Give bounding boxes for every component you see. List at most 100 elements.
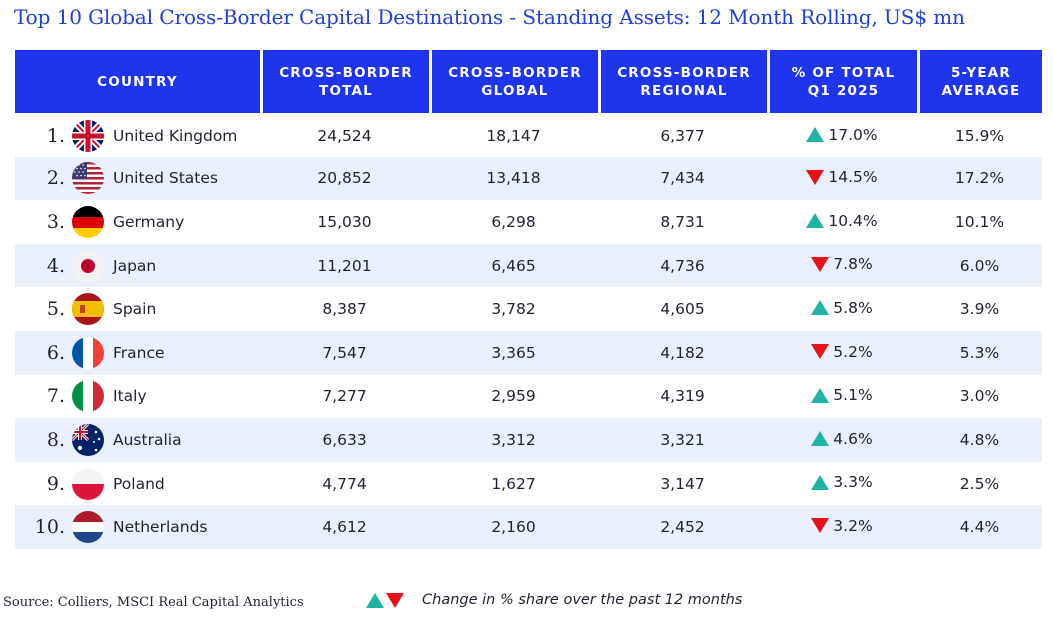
global-cell: 3,312 <box>429 418 598 462</box>
pct-value: 14.5% <box>828 168 878 187</box>
triangle-up-icon <box>811 431 830 447</box>
pct-cell: 4.6% <box>767 418 917 462</box>
country-name: United States <box>113 169 218 188</box>
column-header-label: CROSS-BORDER <box>617 64 751 81</box>
country-cell: 6. France <box>15 330 260 375</box>
column-header-label: % OF TOTAL <box>791 64 896 81</box>
regional-cell: 6,377 <box>598 113 767 157</box>
source-note: Source: Colliers, MSCI Real Capital Anal… <box>3 595 304 610</box>
pct-cell: 10.4% <box>767 200 917 244</box>
global-cell: 6,465 <box>429 243 598 288</box>
country-cell: 5. Spain <box>15 287 260 331</box>
country-cell: 9. Poland <box>15 462 260 506</box>
pct-cell: 5.8% <box>767 287 917 331</box>
total-cell: 7,547 <box>260 330 429 375</box>
triangle-up-icon <box>366 592 384 608</box>
triangle-up-icon <box>806 127 825 143</box>
column-header-label: 5-YEAR <box>950 64 1012 81</box>
column-header-label: TOTAL <box>319 82 373 99</box>
poland-flag-icon <box>72 467 104 500</box>
avg-cell: 17.2% <box>917 156 1042 201</box>
global-cell: 1,627 <box>491 474 536 493</box>
regional-cell: 4,736 <box>598 243 767 288</box>
total-cell: 4,612 <box>260 505 429 549</box>
avg-cell: 15.9% <box>917 113 1042 157</box>
column-header-label: AVERAGE <box>941 82 1021 99</box>
column-header-label: Q1 2025 <box>807 82 880 99</box>
pct-value: 4.6% <box>833 429 873 448</box>
country-name: Germany <box>113 212 185 231</box>
triangle-down-icon <box>386 592 404 608</box>
rank-label: 5. <box>46 298 65 321</box>
regional-cell: 4,182 <box>598 330 767 375</box>
column-header-regional: CROSS-BORDER REGIONAL <box>598 50 767 113</box>
italy-flag-icon <box>72 380 104 413</box>
total-cell: 20,852 <box>260 156 429 201</box>
pct-cell: 3.3% <box>767 462 917 506</box>
pct-value: 17.0% <box>828 125 878 144</box>
triangle-down-icon <box>811 518 830 534</box>
table-header-row: COUNTRY CROSS-BORDER TOTAL CROSS-BORDER … <box>15 50 1042 113</box>
country-cell: 8. Australia <box>15 418 260 462</box>
country-name: France <box>113 343 165 362</box>
spain-flag-icon <box>72 293 104 326</box>
regional-cell: 4,319 <box>660 387 705 406</box>
rank-label: 6. <box>46 341 65 364</box>
pct-value: 5.8% <box>833 298 873 317</box>
rank-label: 8. <box>46 428 65 451</box>
pct-value: 10.4% <box>828 211 878 230</box>
triangle-up-icon <box>806 213 825 229</box>
regional-cell: 3,321 <box>598 418 767 462</box>
avg-cell: 4.8% <box>917 418 1042 462</box>
total-cell: 6,633 <box>260 418 429 462</box>
avg-cell: 2.5% <box>959 474 1000 493</box>
country-cell: 4. Japan <box>15 243 260 288</box>
pct-value: 3.3% <box>833 473 873 492</box>
table-row: 9. Poland 4,774 1,627 3,147 3.3% 2.5% <box>15 462 1042 506</box>
pct-cell: 7.8% <box>767 243 917 288</box>
australia-flag-icon <box>72 423 104 456</box>
avg-cell: 10.1% <box>954 212 1005 231</box>
regional-cell: 7,434 <box>598 156 767 201</box>
country-cell: 7. Italy <box>15 375 260 419</box>
uk-flag-icon <box>72 119 104 152</box>
country-cell: 2. United States <box>15 156 260 201</box>
trend-legend: Change in % share over the past 12 month… <box>366 592 742 608</box>
table-row: 3. Germany 15,030 6,298 8,731 10.4% 10.1% <box>15 200 1042 244</box>
table-row: 5. Spain 8,387 3,782 4,605 5.8% 3.9% <box>15 287 1042 331</box>
column-header-label: COUNTRY <box>97 73 178 90</box>
column-header-label: GLOBAL <box>481 82 549 99</box>
pct-cell: 17.0% <box>767 113 917 157</box>
regional-cell: 3,147 <box>660 474 705 493</box>
germany-flag-icon <box>72 205 104 238</box>
column-header-pct: % OF TOTAL Q1 2025 <box>767 50 917 113</box>
column-header-avg: 5-YEAR AVERAGE <box>917 50 1042 113</box>
total-cell: 11,201 <box>260 243 429 288</box>
regional-cell: 4,605 <box>660 300 705 319</box>
total-cell: 7,277 <box>322 387 367 406</box>
rank-label: 9. <box>46 472 65 495</box>
legend-label: Change in % share over the past 12 month… <box>422 592 743 608</box>
column-header-global: CROSS-BORDER GLOBAL <box>429 50 598 113</box>
pct-cell: 3.2% <box>767 505 917 549</box>
netherlands-flag-icon <box>72 511 104 544</box>
country-name: Italy <box>113 387 147 406</box>
global-cell: 2,959 <box>491 387 536 406</box>
avg-cell: 3.9% <box>959 300 1000 319</box>
global-cell: 18,147 <box>429 113 598 157</box>
column-header-label: REGIONAL <box>640 82 728 99</box>
avg-cell: 6.0% <box>917 243 1042 288</box>
country-name: Spain <box>113 300 157 319</box>
rank-label: 7. <box>46 385 65 408</box>
rank-label: 10. <box>34 516 65 539</box>
table-row: 6. France 7,547 3,365 4,182 5.2% 5.3% <box>15 330 1042 375</box>
rank-label: 1. <box>46 124 65 147</box>
avg-cell: 3.0% <box>959 387 1000 406</box>
table-row: 1. United Kingdom 24,524 18,147 6,377 17.0% 15… <box>15 113 1042 157</box>
global-cell: 2,160 <box>429 505 598 549</box>
destinations-table: COUNTRY CROSS-BORDER TOTAL CROSS-BORDER … <box>15 50 1042 549</box>
country-name: Netherlands <box>113 518 208 537</box>
table-row: 10. Netherlands 4,612 2,160 2,452 3.2% 4.4% <box>15 505 1042 549</box>
france-flag-icon <box>72 336 104 369</box>
country-name: Australia <box>113 430 182 449</box>
